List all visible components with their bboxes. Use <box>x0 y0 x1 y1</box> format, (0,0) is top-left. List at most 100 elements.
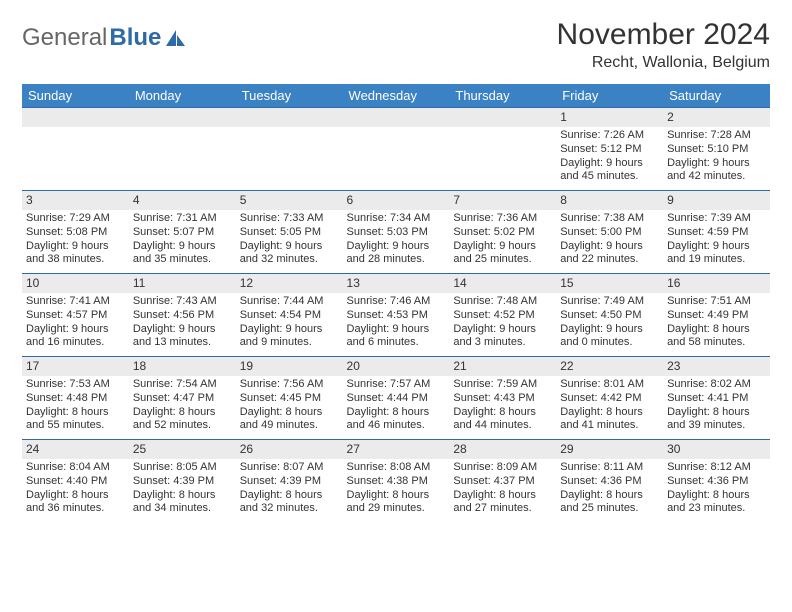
day-number: 25 <box>129 440 236 459</box>
day-number: 4 <box>129 191 236 210</box>
day-cell: 11Sunrise: 7:43 AMSunset: 4:56 PMDayligh… <box>129 274 236 357</box>
day-cell: 19Sunrise: 7:56 AMSunset: 4:45 PMDayligh… <box>236 357 343 440</box>
daylight-text: Daylight: 9 hours and 35 minutes. <box>133 240 232 268</box>
day-cell: 6Sunrise: 7:34 AMSunset: 5:03 PMDaylight… <box>343 191 450 274</box>
sunrise-text: Sunrise: 7:54 AM <box>133 378 232 392</box>
sunrise-text: Sunrise: 7:33 AM <box>240 212 339 226</box>
day-cell: 25Sunrise: 8:05 AMSunset: 4:39 PMDayligh… <box>129 440 236 523</box>
sunrise-text: Sunrise: 8:02 AM <box>667 378 766 392</box>
sunset-text: Sunset: 5:12 PM <box>560 143 659 157</box>
day-cell: 3Sunrise: 7:29 AMSunset: 5:08 PMDaylight… <box>22 191 129 274</box>
sunrise-text: Sunrise: 8:07 AM <box>240 461 339 475</box>
daylight-text: Daylight: 9 hours and 3 minutes. <box>453 323 552 351</box>
daylight-text: Daylight: 9 hours and 28 minutes. <box>347 240 446 268</box>
day-cell <box>236 108 343 191</box>
day-cell: 20Sunrise: 7:57 AMSunset: 4:44 PMDayligh… <box>343 357 450 440</box>
calendar-body: 1Sunrise: 7:26 AMSunset: 5:12 PMDaylight… <box>22 108 770 523</box>
day-number: 8 <box>556 191 663 210</box>
day-cell: 17Sunrise: 7:53 AMSunset: 4:48 PMDayligh… <box>22 357 129 440</box>
day-number: 29 <box>556 440 663 459</box>
empty-day <box>343 108 450 127</box>
daylight-text: Daylight: 9 hours and 45 minutes. <box>560 157 659 185</box>
sunrise-text: Sunrise: 7:28 AM <box>667 129 766 143</box>
calendar-table: Sunday Monday Tuesday Wednesday Thursday… <box>22 84 770 522</box>
sunrise-text: Sunrise: 8:05 AM <box>133 461 232 475</box>
sunset-text: Sunset: 5:08 PM <box>26 226 125 240</box>
day-cell: 24Sunrise: 8:04 AMSunset: 4:40 PMDayligh… <box>22 440 129 523</box>
dow-wednesday: Wednesday <box>343 84 450 108</box>
day-number: 13 <box>343 274 450 293</box>
day-cell: 14Sunrise: 7:48 AMSunset: 4:52 PMDayligh… <box>449 274 556 357</box>
day-number: 17 <box>22 357 129 376</box>
sunrise-text: Sunrise: 8:09 AM <box>453 461 552 475</box>
daylight-text: Daylight: 8 hours and 41 minutes. <box>560 406 659 434</box>
day-number: 11 <box>129 274 236 293</box>
day-cell: 22Sunrise: 8:01 AMSunset: 4:42 PMDayligh… <box>556 357 663 440</box>
day-cell: 26Sunrise: 8:07 AMSunset: 4:39 PMDayligh… <box>236 440 343 523</box>
dow-sunday: Sunday <box>22 84 129 108</box>
month-title: November 2024 <box>557 18 770 52</box>
sunrise-text: Sunrise: 7:29 AM <box>26 212 125 226</box>
sunrise-text: Sunrise: 7:39 AM <box>667 212 766 226</box>
daylight-text: Daylight: 8 hours and 52 minutes. <box>133 406 232 434</box>
day-cell: 7Sunrise: 7:36 AMSunset: 5:02 PMDaylight… <box>449 191 556 274</box>
daylight-text: Daylight: 8 hours and 36 minutes. <box>26 489 125 517</box>
sunset-text: Sunset: 4:56 PM <box>133 309 232 323</box>
sunset-text: Sunset: 4:47 PM <box>133 392 232 406</box>
sunset-text: Sunset: 4:39 PM <box>240 475 339 489</box>
day-number: 19 <box>236 357 343 376</box>
sunset-text: Sunset: 4:54 PM <box>240 309 339 323</box>
day-cell: 30 Sunrise: 8:12 AMSunset: 4:36 PMDayligh… <box>663 440 770 523</box>
sunrise-text: Sunrise: 7:51 AM <box>667 295 766 309</box>
empty-day <box>449 108 556 127</box>
day-cell <box>129 108 236 191</box>
daylight-text: Daylight: 8 hours and 34 minutes. <box>133 489 232 517</box>
daylight-text: Daylight: 9 hours and 19 minutes. <box>667 240 766 268</box>
sunset-text: Sunset: 5:00 PM <box>560 226 659 240</box>
day-cell: 13Sunrise: 7:46 AMSunset: 4:53 PMDayligh… <box>343 274 450 357</box>
day-cell: 8 Sunrise: 7:38 AMSunset: 5:00 PMDaylight… <box>556 191 663 274</box>
day-number: 15 <box>556 274 663 293</box>
day-number: 7 <box>449 191 556 210</box>
day-number: 30 <box>663 440 770 459</box>
brand-part1: General <box>22 24 107 52</box>
day-number: 24 <box>22 440 129 459</box>
dow-thursday: Thursday <box>449 84 556 108</box>
week-row: 10Sunrise: 7:41 AMSunset: 4:57 PMDayligh… <box>22 274 770 357</box>
sunset-text: Sunset: 4:36 PM <box>667 475 766 489</box>
sunrise-text: Sunrise: 7:26 AM <box>560 129 659 143</box>
sunset-text: Sunset: 4:38 PM <box>347 475 446 489</box>
sunrise-text: Sunrise: 7:59 AM <box>453 378 552 392</box>
daylight-text: Daylight: 8 hours and 23 minutes. <box>667 489 766 517</box>
sunrise-text: Sunrise: 8:12 AM <box>667 461 766 475</box>
sunset-text: Sunset: 5:03 PM <box>347 226 446 240</box>
day-number: 23 <box>663 357 770 376</box>
brand-part2: Blue <box>109 24 161 52</box>
sunrise-text: Sunrise: 7:44 AM <box>240 295 339 309</box>
sunrise-text: Sunrise: 7:53 AM <box>26 378 125 392</box>
sunset-text: Sunset: 4:50 PM <box>560 309 659 323</box>
daylight-text: Daylight: 8 hours and 58 minutes. <box>667 323 766 351</box>
sunrise-text: Sunrise: 8:01 AM <box>560 378 659 392</box>
sunrise-text: Sunrise: 7:48 AM <box>453 295 552 309</box>
sunset-text: Sunset: 4:41 PM <box>667 392 766 406</box>
sunset-text: Sunset: 4:43 PM <box>453 392 552 406</box>
sunset-text: Sunset: 4:44 PM <box>347 392 446 406</box>
day-number: 22 <box>556 357 663 376</box>
day-cell: 29Sunrise: 8:11 AMSunset: 4:36 PMDayligh… <box>556 440 663 523</box>
daylight-text: Daylight: 8 hours and 55 minutes. <box>26 406 125 434</box>
daylight-text: Daylight: 9 hours and 22 minutes. <box>560 240 659 268</box>
page-header: GeneralBlue November 2024 Recht, Walloni… <box>22 18 770 72</box>
day-number: 27 <box>343 440 450 459</box>
day-of-week-row: Sunday Monday Tuesday Wednesday Thursday… <box>22 84 770 108</box>
sunset-text: Sunset: 5:05 PM <box>240 226 339 240</box>
day-cell: 5Sunrise: 7:33 AMSunset: 5:05 PMDaylight… <box>236 191 343 274</box>
day-number: 20 <box>343 357 450 376</box>
dow-monday: Monday <box>129 84 236 108</box>
sunrise-text: Sunrise: 7:43 AM <box>133 295 232 309</box>
sunrise-text: Sunrise: 7:31 AM <box>133 212 232 226</box>
sunrise-text: Sunrise: 7:38 AM <box>560 212 659 226</box>
day-number: 16 <box>663 274 770 293</box>
daylight-text: Daylight: 9 hours and 38 minutes. <box>26 240 125 268</box>
brand-logo: GeneralBlue <box>22 24 187 52</box>
